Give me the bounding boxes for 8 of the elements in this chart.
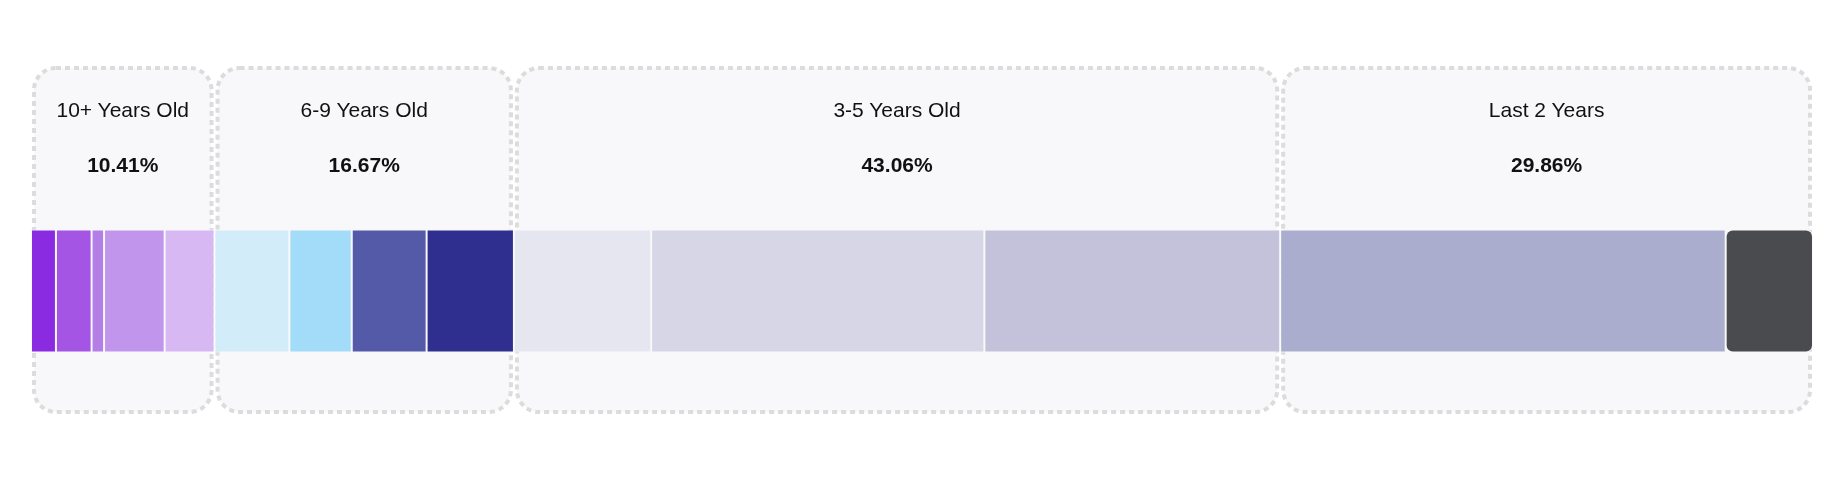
band-label: 6-9 Years Old [300,97,428,121]
text: 29.86% [1510,152,1583,176]
text: 16.67% [328,152,401,176]
text: 43.06% [861,152,933,176]
band-label: 3-5 Years Old [833,97,961,121]
band-label: Last 2 Years [1488,97,1605,121]
band-label: 10+ Years Old [56,97,190,121]
text: 10.41% [87,152,159,176]
